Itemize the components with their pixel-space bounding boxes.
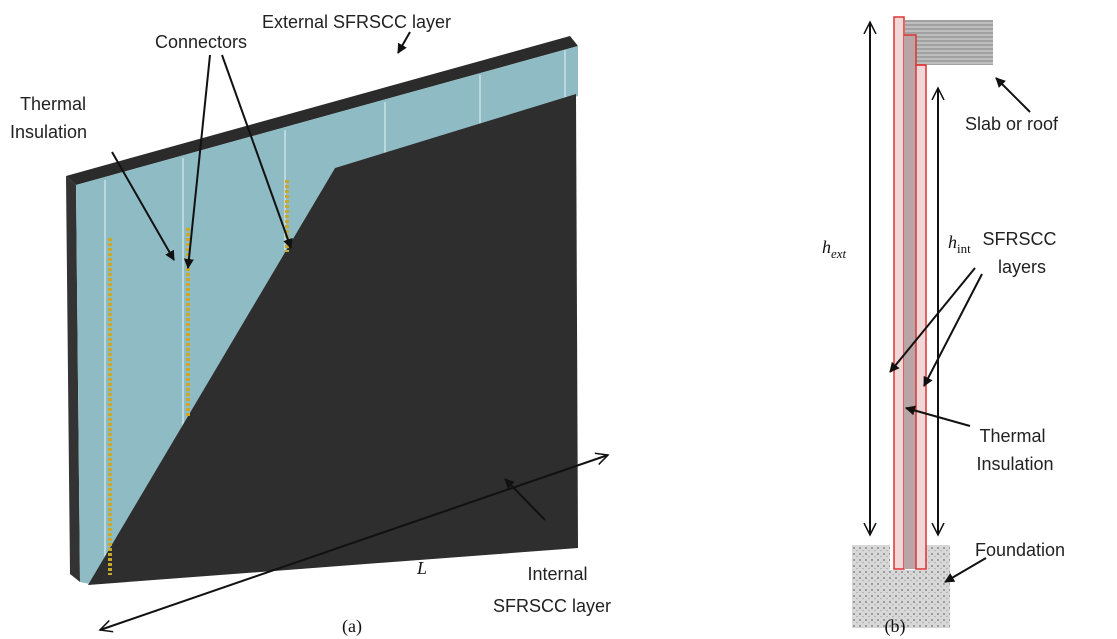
label-line: Thermal	[20, 94, 86, 114]
subscript: int	[957, 241, 971, 256]
internal-layer	[915, 64, 927, 570]
pointer	[111, 151, 175, 261]
external-layer	[893, 16, 905, 570]
insulation	[904, 35, 916, 569]
label-line: SFRSCC layer	[493, 596, 611, 616]
subscript: ext	[831, 246, 847, 261]
wall-panel	[66, 36, 578, 585]
label-line: Insulation	[10, 122, 87, 142]
pointer	[504, 478, 546, 521]
label: SFRSCC layers	[982, 229, 1061, 277]
h-ext-label: hext	[822, 237, 847, 261]
pointer	[923, 273, 983, 387]
label: Foundation	[975, 540, 1065, 560]
slab	[905, 20, 993, 65]
pointer	[944, 557, 987, 583]
pointer	[221, 54, 293, 249]
pointer	[397, 31, 411, 54]
external-layer-edge	[66, 176, 80, 582]
pointer	[905, 405, 971, 427]
length-label: L	[416, 558, 427, 578]
label-line: Internal	[527, 564, 587, 584]
label-line: Insulation	[976, 454, 1053, 474]
label: Thermal Insulation	[976, 426, 1053, 474]
pointer	[889, 267, 976, 373]
external-layer-top	[66, 36, 578, 185]
insulation-face	[76, 46, 578, 584]
label: Connectors	[155, 32, 247, 52]
label: Thermal Insulation	[10, 94, 91, 142]
label: Internal SFRSCC layer	[493, 564, 611, 616]
pointer	[183, 54, 211, 269]
caption: (a)	[342, 616, 362, 637]
label-line: Thermal	[979, 426, 1045, 446]
symbol: h	[822, 237, 831, 257]
pointer	[995, 77, 1031, 113]
label-line: SFRSCC	[982, 229, 1056, 249]
label-line: layers	[998, 257, 1046, 277]
length-arrow	[100, 455, 608, 630]
label: Slab or roof	[965, 114, 1059, 134]
h-int-label: hint	[948, 232, 971, 256]
symbol: h	[948, 232, 957, 252]
caption: (b)	[885, 616, 906, 637]
label: External SFRSCC layer	[262, 12, 451, 32]
